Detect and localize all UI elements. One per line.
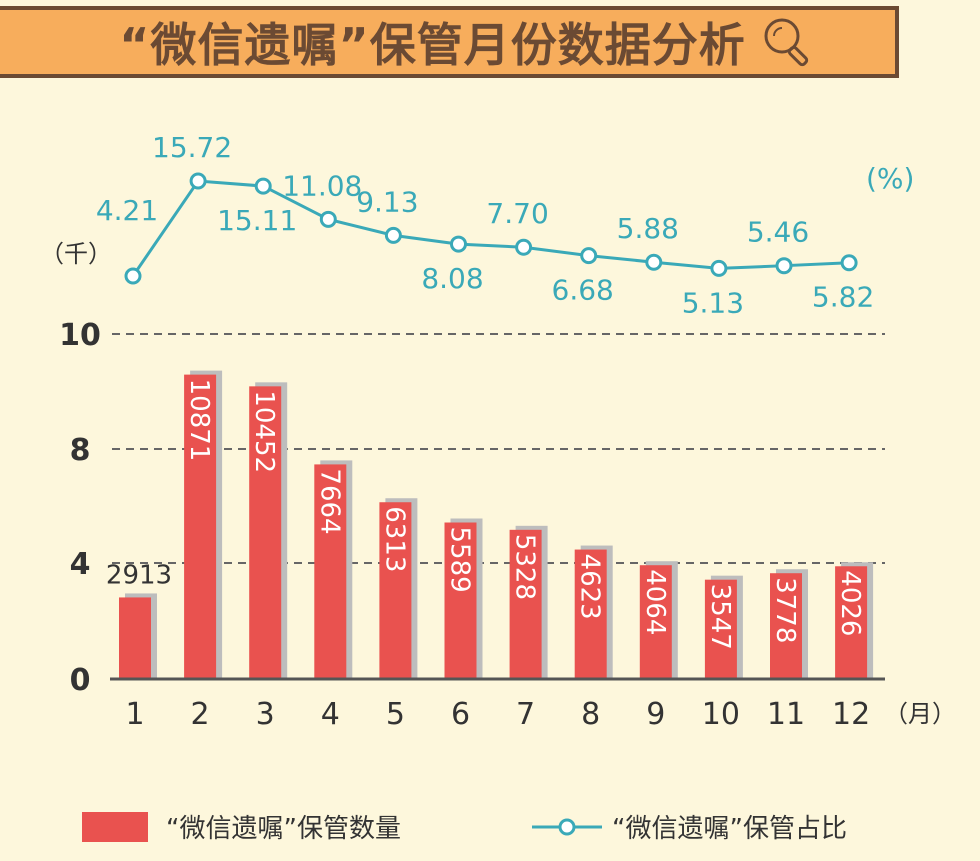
bar: [509, 529, 542, 679]
x-tick-label: 12: [832, 697, 870, 732]
magnifier-icon: [764, 18, 808, 67]
bar: [639, 565, 672, 679]
line-value-label: 9.13: [356, 185, 418, 218]
bar: [314, 464, 347, 679]
x-tick-label: 1: [125, 697, 144, 732]
x-tick-label: 4: [321, 697, 340, 732]
legend-bar-swatch: [82, 811, 148, 842]
line-value-label: 5.46: [747, 216, 809, 249]
x-tick-label: 10: [702, 697, 740, 732]
bar-value-label: 5589: [445, 527, 475, 593]
line-value-label: 4.21: [96, 194, 158, 227]
x-tick-label: 5: [386, 697, 405, 732]
bar-value-label: 5328: [510, 534, 540, 600]
x-tick-label: 6: [451, 697, 470, 732]
line-value-label: 5.13: [682, 286, 744, 319]
bar: [835, 566, 868, 679]
legend-line-label: “微信遗嘱”保管占比: [612, 814, 847, 844]
bar-value-label: 2913: [106, 560, 172, 590]
line-point: [319, 210, 337, 228]
bar: [704, 579, 737, 679]
bar-value-label: 10452: [249, 390, 279, 473]
legend-bar-label: “微信遗嘱”保管数量: [166, 814, 401, 844]
bar-value-label: 7664: [314, 468, 344, 534]
y-tick-label: 8: [70, 433, 91, 468]
line-value-label: 7.70: [486, 197, 548, 230]
line-point: [710, 259, 728, 277]
share-line: [131, 179, 850, 277]
line-value-label: 11.08: [282, 169, 362, 202]
bar: [770, 573, 802, 679]
y-tick-label: 0: [70, 663, 91, 698]
bar-value-label: 6313: [379, 506, 409, 572]
bar: [574, 549, 607, 679]
line-value-label: 5.88: [617, 212, 679, 245]
line-point: [645, 253, 663, 271]
y-axis-unit: （千）: [40, 240, 112, 268]
line-point: [124, 267, 142, 285]
line-point: [254, 177, 272, 195]
line-value-label: 6.68: [552, 274, 614, 307]
bar: [249, 386, 282, 679]
line-point: [515, 238, 533, 256]
line-point: [384, 226, 402, 244]
legend-item-line: “微信遗嘱”保管占比: [532, 808, 847, 845]
line-point: [840, 254, 858, 272]
y-tick-label: 4: [70, 547, 91, 582]
legend-item-bar: “微信遗嘱”保管数量: [82, 808, 401, 845]
line-value-label: 15.72: [152, 131, 232, 164]
x-tick-label: 7: [516, 697, 535, 732]
x-tick-label: 9: [646, 697, 665, 732]
legend-line-swatch: [532, 818, 602, 835]
line-value-label: 15.11: [217, 204, 297, 237]
y2-axis-unit: (%): [866, 162, 914, 195]
line-point: [580, 247, 598, 265]
chart-title: “微信遗嘱”保管月份数据分析: [119, 18, 746, 72]
bar: [119, 597, 151, 679]
line-value-label: 5.82: [812, 281, 874, 314]
x-axis-unit: （月）: [884, 700, 956, 728]
x-tick-label: 8: [581, 697, 600, 732]
x-tick-label: 11: [767, 697, 805, 732]
bar-value-label: 3778: [770, 577, 800, 643]
line-point: [189, 172, 207, 190]
line-value-label: 8.08: [421, 262, 483, 295]
y-tick-label: 10: [59, 318, 101, 353]
bar-value-label: 3547: [705, 584, 735, 650]
line-point: [775, 257, 793, 275]
x-tick-label: 2: [191, 697, 210, 732]
bar: [184, 374, 217, 679]
bar: [379, 502, 412, 679]
bar-value-label: 10871: [184, 379, 214, 462]
bar: [444, 522, 477, 679]
line-point: [450, 235, 467, 253]
title-banner: “微信遗嘱”保管月份数据分析: [0, 6, 899, 78]
x-tick-label: 3: [256, 697, 275, 732]
bar-value-label: 4064: [640, 569, 670, 635]
bar-value-label: 4026: [835, 570, 865, 636]
bar-value-label: 4623: [575, 554, 605, 620]
